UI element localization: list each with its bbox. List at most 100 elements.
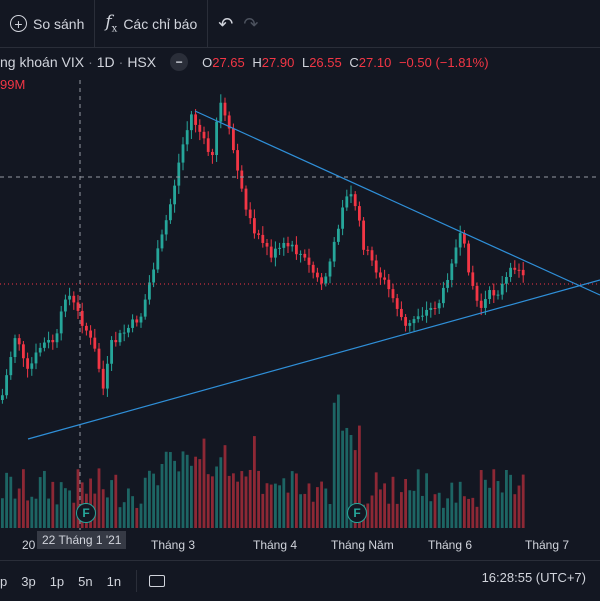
candle-body [358, 206, 361, 221]
candle-body [328, 261, 332, 277]
volume-bar [492, 469, 496, 528]
volume-bar [110, 480, 113, 528]
volume-bar [181, 451, 185, 528]
candle-body [253, 218, 256, 234]
volume-bar [68, 490, 71, 528]
financial-event-marker[interactable]: F [76, 503, 96, 523]
candle-body [202, 131, 206, 139]
candle-body [72, 295, 76, 303]
volume-bar [59, 482, 63, 528]
volume-bar [307, 483, 311, 528]
calendar-range-icon[interactable] [149, 575, 166, 587]
volume-bar [257, 470, 260, 528]
volume-bar [227, 475, 231, 528]
bottom-divider [136, 570, 138, 592]
symbol-name[interactable]: ng khoán VIX [0, 54, 85, 70]
indicators-button[interactable]: fx Các chỉ báo [95, 0, 207, 47]
candle-body [185, 130, 189, 145]
candle-body [290, 244, 294, 247]
volume-bar [278, 485, 281, 528]
xaxis-tick: Tháng 7 [525, 538, 570, 552]
candle-body [59, 311, 63, 334]
candle-body [282, 242, 286, 248]
undo-icon: ↶ [218, 13, 234, 34]
volume-bar [345, 427, 349, 528]
candle-body [22, 344, 25, 359]
candle-body [316, 272, 319, 278]
candle-body [265, 242, 269, 247]
candle-body [34, 352, 38, 364]
clock-timezone[interactable]: 16:28:55 (UTC+7) [481, 570, 586, 585]
volume-bar [458, 481, 462, 528]
candle-body [274, 248, 277, 258]
candle-body [307, 257, 311, 265]
financial-event-marker[interactable]: F [347, 503, 367, 523]
candle-body [320, 277, 323, 284]
candle-body [89, 330, 92, 338]
redo-icon: ↷ [243, 13, 259, 34]
candle-body [395, 298, 399, 309]
redo-button[interactable]: ↷ [243, 0, 268, 47]
volume-bar [328, 504, 332, 528]
volume-bar [475, 506, 479, 528]
volume-bar [286, 492, 290, 528]
candle-body [177, 162, 181, 186]
volume-bar [446, 498, 449, 528]
range-button[interactable]: p [0, 573, 8, 589]
low-value: 26.55 [309, 54, 342, 70]
volume-bar [13, 498, 17, 528]
volume-bar [282, 478, 286, 528]
compare-label: So sánh [33, 15, 85, 32]
compare-button[interactable]: + So sánh [0, 0, 94, 47]
volume-bar [404, 479, 407, 528]
candle-body [139, 316, 143, 323]
open-value: 27.65 [212, 54, 245, 70]
volume-bar [454, 502, 458, 528]
minus-icon[interactable]: − [170, 53, 189, 71]
xaxis-tick: Tháng 6 [428, 538, 473, 552]
candle-body [156, 248, 160, 270]
candle-body [446, 279, 449, 288]
price-chart[interactable] [0, 0, 600, 560]
candle-body [13, 338, 17, 358]
candle-body [127, 327, 130, 333]
xaxis-tick: 20 [22, 538, 36, 552]
candle-body [173, 185, 176, 205]
volume-bar [169, 452, 172, 528]
candle-body [122, 332, 126, 334]
volume-bar [274, 483, 277, 528]
range-button[interactable]: 1n [106, 573, 122, 589]
volume-bar [416, 469, 420, 528]
candle-body [131, 319, 134, 328]
candle-body [341, 207, 344, 229]
range-button[interactable]: 3p [21, 573, 36, 589]
volume-bar [467, 498, 470, 528]
volume-bar [253, 436, 256, 528]
volume-bar [185, 454, 189, 528]
volume-bar [395, 503, 399, 528]
volume-bar [177, 471, 181, 528]
range-button[interactable]: 5n [78, 573, 93, 589]
range-button[interactable]: 1p [49, 573, 65, 589]
candle-body [269, 246, 273, 258]
volume-bar [55, 504, 59, 528]
volume-bar [337, 394, 340, 528]
candle-body [76, 302, 80, 311]
candle-body [488, 290, 491, 300]
candle-body [47, 339, 50, 343]
candle-body [5, 375, 8, 396]
volume-bar [164, 451, 168, 528]
volume-bar [194, 456, 197, 528]
candle-body [244, 188, 248, 210]
volume-bar [118, 507, 122, 528]
volume-bar [484, 479, 487, 528]
volume-bar [400, 492, 403, 528]
interval-label[interactable]: 1D [96, 54, 115, 70]
candle-body [206, 138, 210, 152]
candle-body [429, 307, 433, 310]
ohlc-values: O27.65 H27.90 L26.55 C27.10 −0.50 (−1.81… [202, 54, 489, 70]
volume-bar [51, 481, 55, 528]
volume-bar [366, 503, 370, 528]
undo-button[interactable]: ↶ [208, 0, 243, 47]
volume-bar [358, 425, 361, 528]
